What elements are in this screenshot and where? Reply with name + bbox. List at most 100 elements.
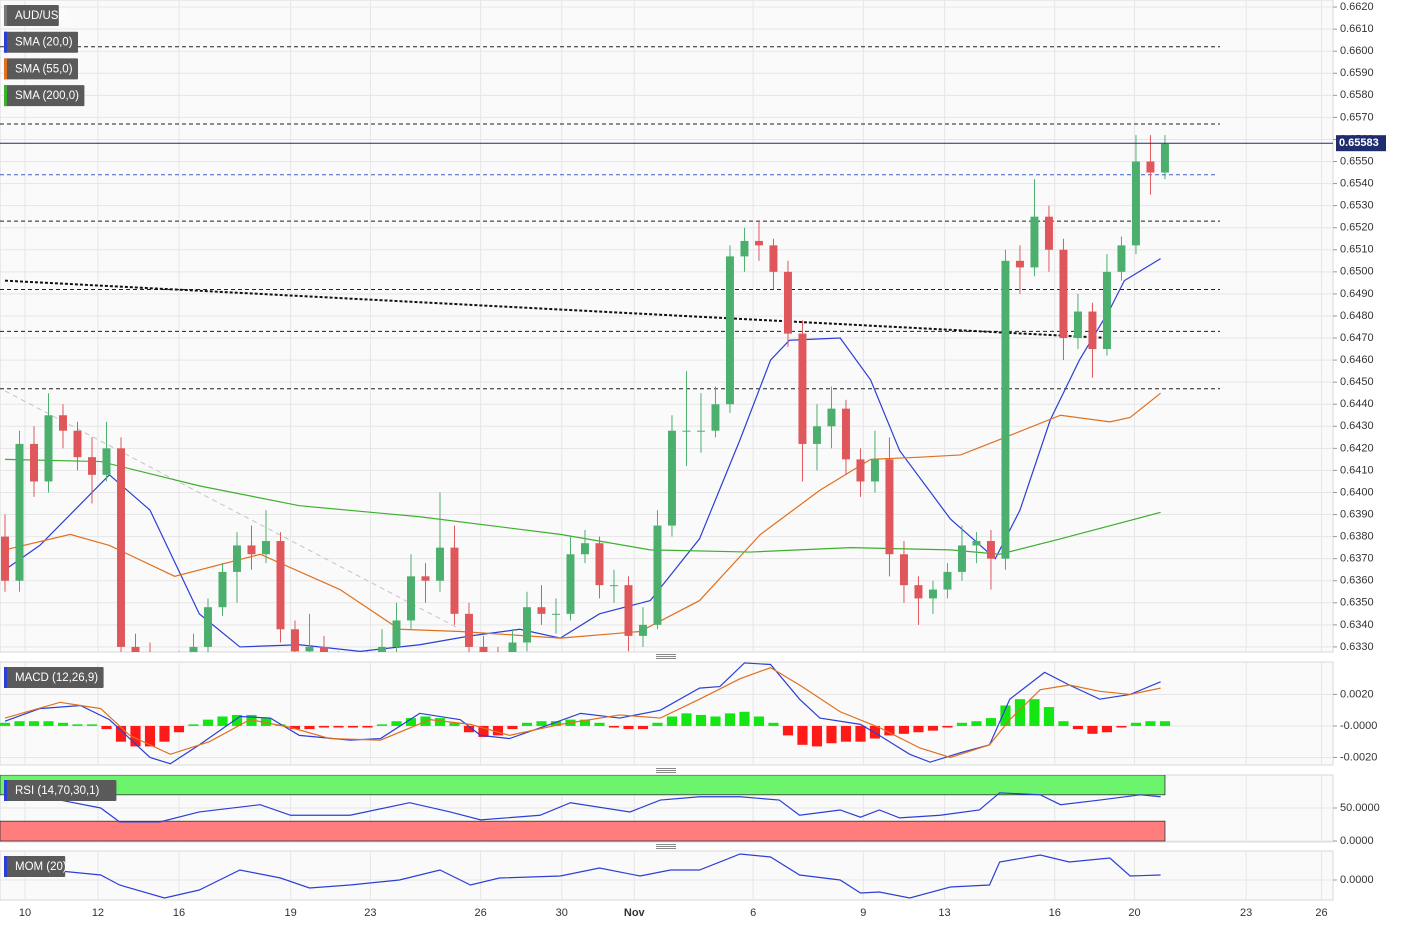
candle-body xyxy=(450,547,459,614)
candle-body xyxy=(508,642,517,652)
histogram-bar xyxy=(942,725,953,728)
histogram-bar xyxy=(884,725,895,736)
x-tick-label: 9 xyxy=(860,907,866,919)
candle-body xyxy=(1088,311,1097,350)
histogram-bar xyxy=(1159,721,1171,726)
candle-body xyxy=(624,585,633,636)
histogram-bar xyxy=(579,719,591,726)
candle-body xyxy=(856,459,865,482)
candle-body xyxy=(291,629,299,652)
histogram-bar xyxy=(1130,722,1142,726)
histogram-bar xyxy=(811,725,823,747)
candle-body xyxy=(88,457,96,475)
candle-body xyxy=(1059,249,1068,339)
pane xyxy=(0,775,1333,842)
candle-body xyxy=(435,547,444,581)
candle-body xyxy=(392,620,401,647)
histogram-bar xyxy=(652,722,663,726)
y-tick-label: 0.0000 xyxy=(1340,874,1374,886)
histogram-bar xyxy=(623,725,634,730)
histogram-bar xyxy=(913,725,924,733)
histogram-bar xyxy=(43,721,54,726)
histogram-bar xyxy=(434,718,446,726)
y-tick-label: 0.6570 xyxy=(1340,111,1374,123)
candle-body xyxy=(1102,271,1111,350)
y-tick-label: 0.6410 xyxy=(1340,464,1374,476)
histogram-bar xyxy=(927,725,939,731)
candle-body xyxy=(1160,143,1169,173)
candle-body xyxy=(957,545,966,572)
legend-swatch xyxy=(4,31,7,53)
line xyxy=(4,390,461,630)
histogram-bar xyxy=(173,725,185,733)
histogram-bar xyxy=(304,725,315,730)
histogram-bar xyxy=(0,722,11,726)
histogram-bar xyxy=(971,721,982,726)
y-tick-label: 0.6580 xyxy=(1340,89,1374,101)
y-tick-label: 0.6530 xyxy=(1340,200,1374,212)
legend-box xyxy=(4,31,78,53)
x-tick-label: 6 xyxy=(750,907,756,919)
y-tick-label: 0.6460 xyxy=(1340,354,1374,366)
x-tick-label: 19 xyxy=(285,907,297,919)
candle-body xyxy=(885,459,894,555)
histogram-bar xyxy=(507,725,518,730)
legend-box xyxy=(4,780,117,801)
histogram-bar xyxy=(797,725,808,745)
line xyxy=(4,258,1161,652)
candle-body xyxy=(711,404,720,431)
candle-body xyxy=(1,536,9,581)
candle-body xyxy=(1030,216,1039,268)
histogram-bar xyxy=(1043,707,1055,726)
candle-body xyxy=(102,448,111,475)
candle-body xyxy=(653,525,662,625)
histogram-bar xyxy=(695,714,707,726)
histogram-bar xyxy=(231,714,243,726)
histogram-bar xyxy=(130,725,141,747)
y-tick-label: 0.6490 xyxy=(1340,288,1374,300)
pane xyxy=(0,662,1333,765)
histogram-bar xyxy=(449,722,460,726)
candle-body xyxy=(1044,216,1053,250)
histogram-bar xyxy=(521,722,533,726)
histogram-bar xyxy=(768,722,779,726)
last-price-label: 0.65583 xyxy=(1339,137,1379,149)
candle-body xyxy=(30,443,38,482)
candle-body xyxy=(537,607,546,614)
y-tick-label: 0.6430 xyxy=(1340,420,1374,432)
y-tick-label: 0.6550 xyxy=(1340,155,1374,167)
y-tick-label: 0.6540 xyxy=(1340,177,1374,189)
histogram-bar xyxy=(739,711,750,726)
line xyxy=(4,392,1161,639)
x-tick-label: 23 xyxy=(364,907,376,919)
y-tick-label: 0.6520 xyxy=(1340,222,1374,234)
candle-body xyxy=(377,646,386,652)
candle-body xyxy=(899,554,908,586)
candle-body xyxy=(827,408,836,427)
histogram-bar xyxy=(217,716,228,726)
pane-dividers xyxy=(656,654,676,849)
y-tick-label: 0.6500 xyxy=(1340,266,1374,278)
histogram-bar xyxy=(57,722,69,726)
candle-body xyxy=(1146,161,1155,173)
y-tick-label: 0.6610 xyxy=(1340,23,1374,35)
candle-body xyxy=(566,554,575,614)
pane xyxy=(0,851,1333,900)
candle-body xyxy=(44,415,53,482)
candle-body xyxy=(247,545,256,555)
candle-body xyxy=(464,613,473,647)
candle-body xyxy=(870,459,879,482)
histogram-bar xyxy=(1014,699,1026,726)
y-tick-label: 0.6470 xyxy=(1340,332,1374,344)
legend-swatch xyxy=(4,856,7,877)
candle-body xyxy=(812,426,821,444)
histogram-bar xyxy=(1072,725,1084,730)
histogram-bar xyxy=(478,725,489,737)
histogram-bar xyxy=(985,718,997,726)
candle-body xyxy=(1015,260,1024,268)
histogram-bar xyxy=(202,719,214,726)
x-tick-label: 20 xyxy=(1128,907,1140,919)
histogram-bar xyxy=(898,725,910,734)
x-tick-label: 23 xyxy=(1240,907,1252,919)
